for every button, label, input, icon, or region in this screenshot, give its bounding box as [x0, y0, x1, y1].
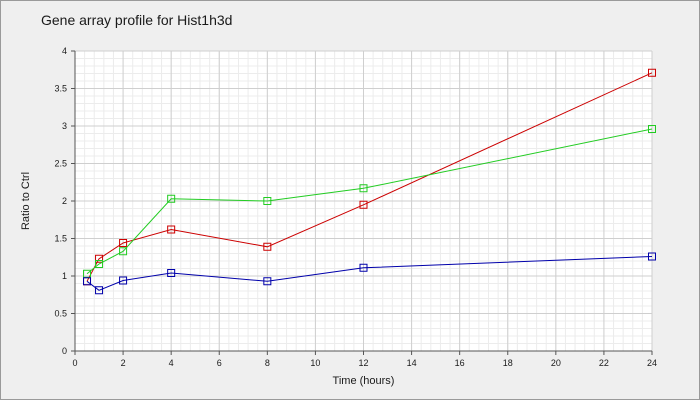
y-tick-label: 3.5: [54, 84, 67, 94]
y-tick-label: 2: [62, 196, 67, 206]
data-point-marker: [648, 68, 656, 77]
series-line: [86, 256, 653, 291]
data-point-marker: [119, 239, 128, 247]
x-tick-label: 6: [217, 358, 222, 368]
data-point-marker: [119, 276, 128, 285]
data-point-marker: [263, 242, 272, 251]
x-axis-ticks: 0 2 4 6 8 10 12 14 16 18 20 22 24: [72, 351, 657, 368]
x-axis-label: Time (hours): [333, 375, 395, 387]
y-tick-label: 1: [62, 271, 67, 281]
data-point-marker: [167, 269, 176, 277]
y-axis-ticks: 0 0.5 1 1.5 2 2.5 3 3.5 4: [54, 46, 75, 356]
y-tick-label: 0.5: [54, 309, 67, 319]
data-point-marker: [263, 277, 272, 286]
x-tick-label: 24: [647, 358, 657, 368]
data-point-marker: [359, 263, 368, 272]
y-tick-label: 3: [62, 121, 67, 131]
x-tick-label: 20: [551, 358, 561, 368]
series-3: [83, 252, 656, 295]
data-point-marker: [119, 247, 128, 256]
x-tick-label: 2: [121, 358, 126, 368]
chart-title: Gene array profile for Hist1h3d: [41, 12, 232, 28]
series-line: [86, 72, 653, 282]
series-layer: [83, 68, 656, 295]
data-point-marker: [167, 225, 176, 234]
x-tick-label: 4: [169, 358, 174, 368]
data-point-marker: [648, 125, 656, 133]
y-tick-label: 0: [62, 346, 67, 356]
y-tick-label: 1.5: [54, 234, 67, 244]
x-tick-label: 14: [407, 358, 417, 368]
x-tick-label: 12: [358, 358, 368, 368]
x-tick-label: 22: [599, 358, 609, 368]
series-line: [86, 128, 653, 275]
data-point-marker: [648, 252, 656, 261]
data-point-marker: [167, 194, 176, 203]
y-axis-label: Ratio to Ctrl: [20, 172, 32, 230]
x-tick-label: 8: [265, 358, 270, 368]
x-tick-label: 0: [72, 358, 77, 368]
x-tick-label: 18: [503, 358, 513, 368]
data-point-marker: [95, 260, 104, 268]
y-tick-label: 2.5: [54, 159, 67, 169]
data-point-marker: [95, 286, 104, 295]
x-tick-label: 10: [310, 358, 320, 368]
data-point-marker: [359, 200, 368, 209]
data-point-marker: [359, 184, 368, 193]
data-point-marker: [95, 254, 104, 263]
y-tick-label: 4: [62, 46, 67, 56]
data-point-marker: [263, 197, 272, 205]
x-tick-label: 16: [455, 358, 465, 368]
series-2: [83, 125, 656, 278]
data-point-marker: [83, 277, 92, 286]
